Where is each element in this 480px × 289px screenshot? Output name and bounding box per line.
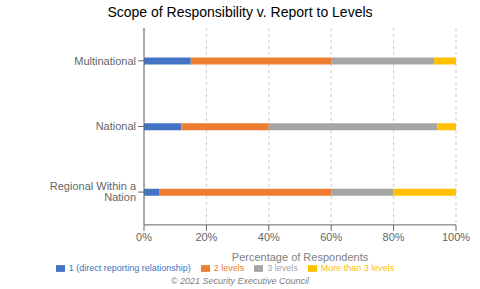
svg-text:20%: 20% [195,231,217,243]
html-text:© 2021 Security Executive Coun: © 2021 Security Executive Council [170,276,310,286]
html-text:More than 3 levels: More than 3 levels [320,262,395,273]
svg-text:Regional Within aNation: Regional Within aNation [50,180,137,203]
html-text:Scope of Responsibility v. Rep: Scope of Responsibility v. Report to Lev… [107,4,373,20]
svg-text:Multinational: Multinational [74,55,136,67]
svg-text:0%: 0% [136,231,152,243]
html-text:1 (direct reporting relationsh: 1 (direct reporting relationship) [68,262,191,273]
html-text:2 levels: 2 levels [213,262,245,273]
svg-text:100%: 100% [442,231,470,243]
svg-text:Percentage of Respondents: Percentage of Respondents [232,251,369,263]
svg-text:80%: 80% [383,231,405,243]
svg-text:60%: 60% [320,231,342,243]
html-text:3 levels: 3 levels [267,262,298,273]
svg-text:40%: 40% [258,231,280,243]
svg-text:National: National [96,120,136,132]
